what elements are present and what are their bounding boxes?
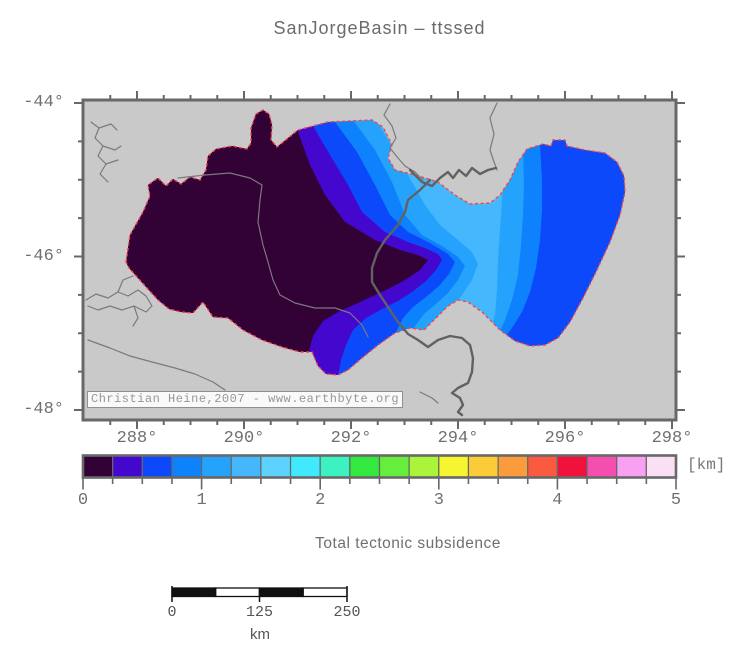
scalebar-unit-label: km	[250, 626, 270, 643]
colorbar-segment	[556, 454, 588, 479]
colorbar-segment	[82, 454, 114, 479]
scalebar-segment	[215, 587, 261, 598]
colorbar-tick-label: 5	[670, 491, 682, 510]
y-axis-tick-label: -44°	[23, 93, 64, 112]
colorbar-segment	[586, 454, 618, 479]
y-axis-tick-label: -48°	[23, 400, 64, 419]
scalebar-segment	[258, 587, 304, 598]
colorbar-segment	[349, 454, 381, 479]
colorbar-segment	[289, 454, 321, 479]
colorbar-segment	[112, 454, 143, 479]
colorbar-segment	[438, 454, 470, 479]
x-axis-tick-label: 288°	[116, 429, 158, 448]
colorbar-segment	[319, 454, 351, 479]
x-axis-tick-label: 298°	[651, 429, 693, 448]
scalebar-tick-label: 125	[245, 604, 273, 621]
basin-map	[83, 100, 676, 420]
x-axis-tick-label: 296°	[544, 429, 586, 448]
colorbar-tick-label: 0	[77, 491, 89, 510]
colorbar-segment	[260, 454, 292, 479]
page-title: SanJorgeBasin – ttssed	[273, 18, 486, 38]
colorbar-segment	[616, 454, 647, 479]
x-axis-tick-label: 292°	[330, 429, 372, 448]
scalebar-segment	[302, 587, 348, 598]
colorbar-segment	[527, 454, 558, 479]
colorbar-unit-label: [km]	[687, 456, 726, 474]
y-axis-tick-label: -46°	[23, 246, 64, 266]
colorbar-segment	[497, 454, 529, 479]
colorbar-tick-label: 1	[196, 491, 207, 510]
colorbar-segment	[230, 454, 262, 479]
scalebar-tick-label: 250	[333, 604, 361, 621]
map-attribution: Christian Heine,2007 - www.earthbyte.org	[87, 391, 404, 408]
colorbar	[81, 454, 678, 490]
colorbar-caption: Total tectonic subsidence	[315, 535, 501, 552]
colorbar-segment	[141, 454, 173, 479]
x-axis-tick-label: 294°	[437, 429, 479, 448]
colorbar-tick-label: 4	[552, 491, 563, 510]
x-axis-tick-label: 290°	[223, 429, 265, 448]
colorbar-tick-label: 3	[433, 491, 444, 510]
colorbar-segment	[171, 454, 203, 479]
subsidence-contour-bands	[126, 110, 625, 375]
colorbar-segment	[378, 454, 410, 479]
colorbar-segment	[645, 454, 677, 479]
colorbar-tick-label: 2	[315, 491, 326, 510]
colorbar-border	[81, 454, 678, 479]
colorbar-segment	[201, 454, 232, 479]
distance-scalebar	[171, 586, 348, 602]
colorbar-segment	[467, 454, 499, 479]
scalebar-tick-label: 0	[167, 604, 177, 621]
colorbar-segment	[408, 454, 440, 479]
scalebar-segment	[171, 587, 217, 598]
